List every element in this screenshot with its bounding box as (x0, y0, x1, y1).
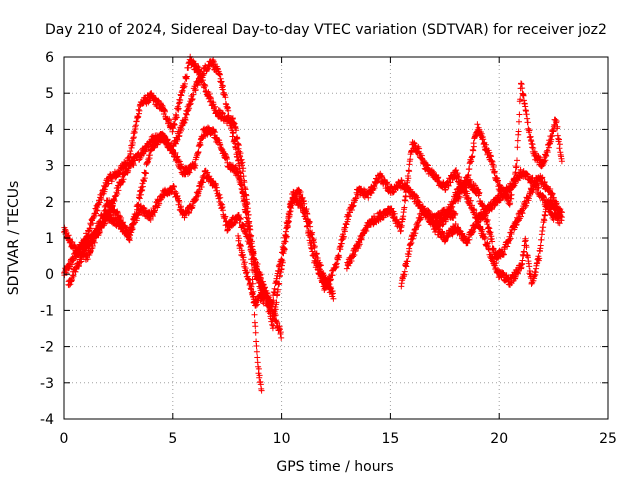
x-tick-label: 10 (273, 431, 291, 447)
y-tick-label: -3 (40, 376, 54, 392)
data-points (61, 53, 565, 394)
chart-title: Day 210 of 2024, Sidereal Day-to-day VTE… (45, 22, 607, 38)
y-tick-label: 0 (45, 267, 54, 283)
x-tick-label: 0 (60, 431, 69, 447)
y-tick-label: -4 (40, 412, 54, 428)
x-tick-label: 25 (599, 431, 617, 447)
y-tick-label: 1 (45, 231, 54, 247)
y-tick-label: 6 (45, 50, 54, 66)
y-tick-label: -1 (40, 303, 54, 319)
y-tick-label: 5 (45, 86, 54, 102)
y-tick-label: 3 (45, 159, 54, 175)
plus-markers (61, 53, 565, 394)
axis-ticks: 0 5 10 15 20 25 -4 -3 -2 -1 0 1 2 3 4 5 6 (40, 50, 617, 447)
x-tick-label: 5 (168, 431, 177, 447)
x-tick-label: 20 (490, 431, 508, 447)
x-tick-label: 15 (381, 431, 399, 447)
y-tick-label: 4 (45, 122, 54, 138)
y-axis-label: SDTVAR / TECUs (6, 181, 22, 296)
x-axis-label: GPS time / hours (276, 459, 393, 475)
y-tick-label: -2 (40, 340, 54, 356)
y-tick-label: 2 (45, 195, 54, 211)
